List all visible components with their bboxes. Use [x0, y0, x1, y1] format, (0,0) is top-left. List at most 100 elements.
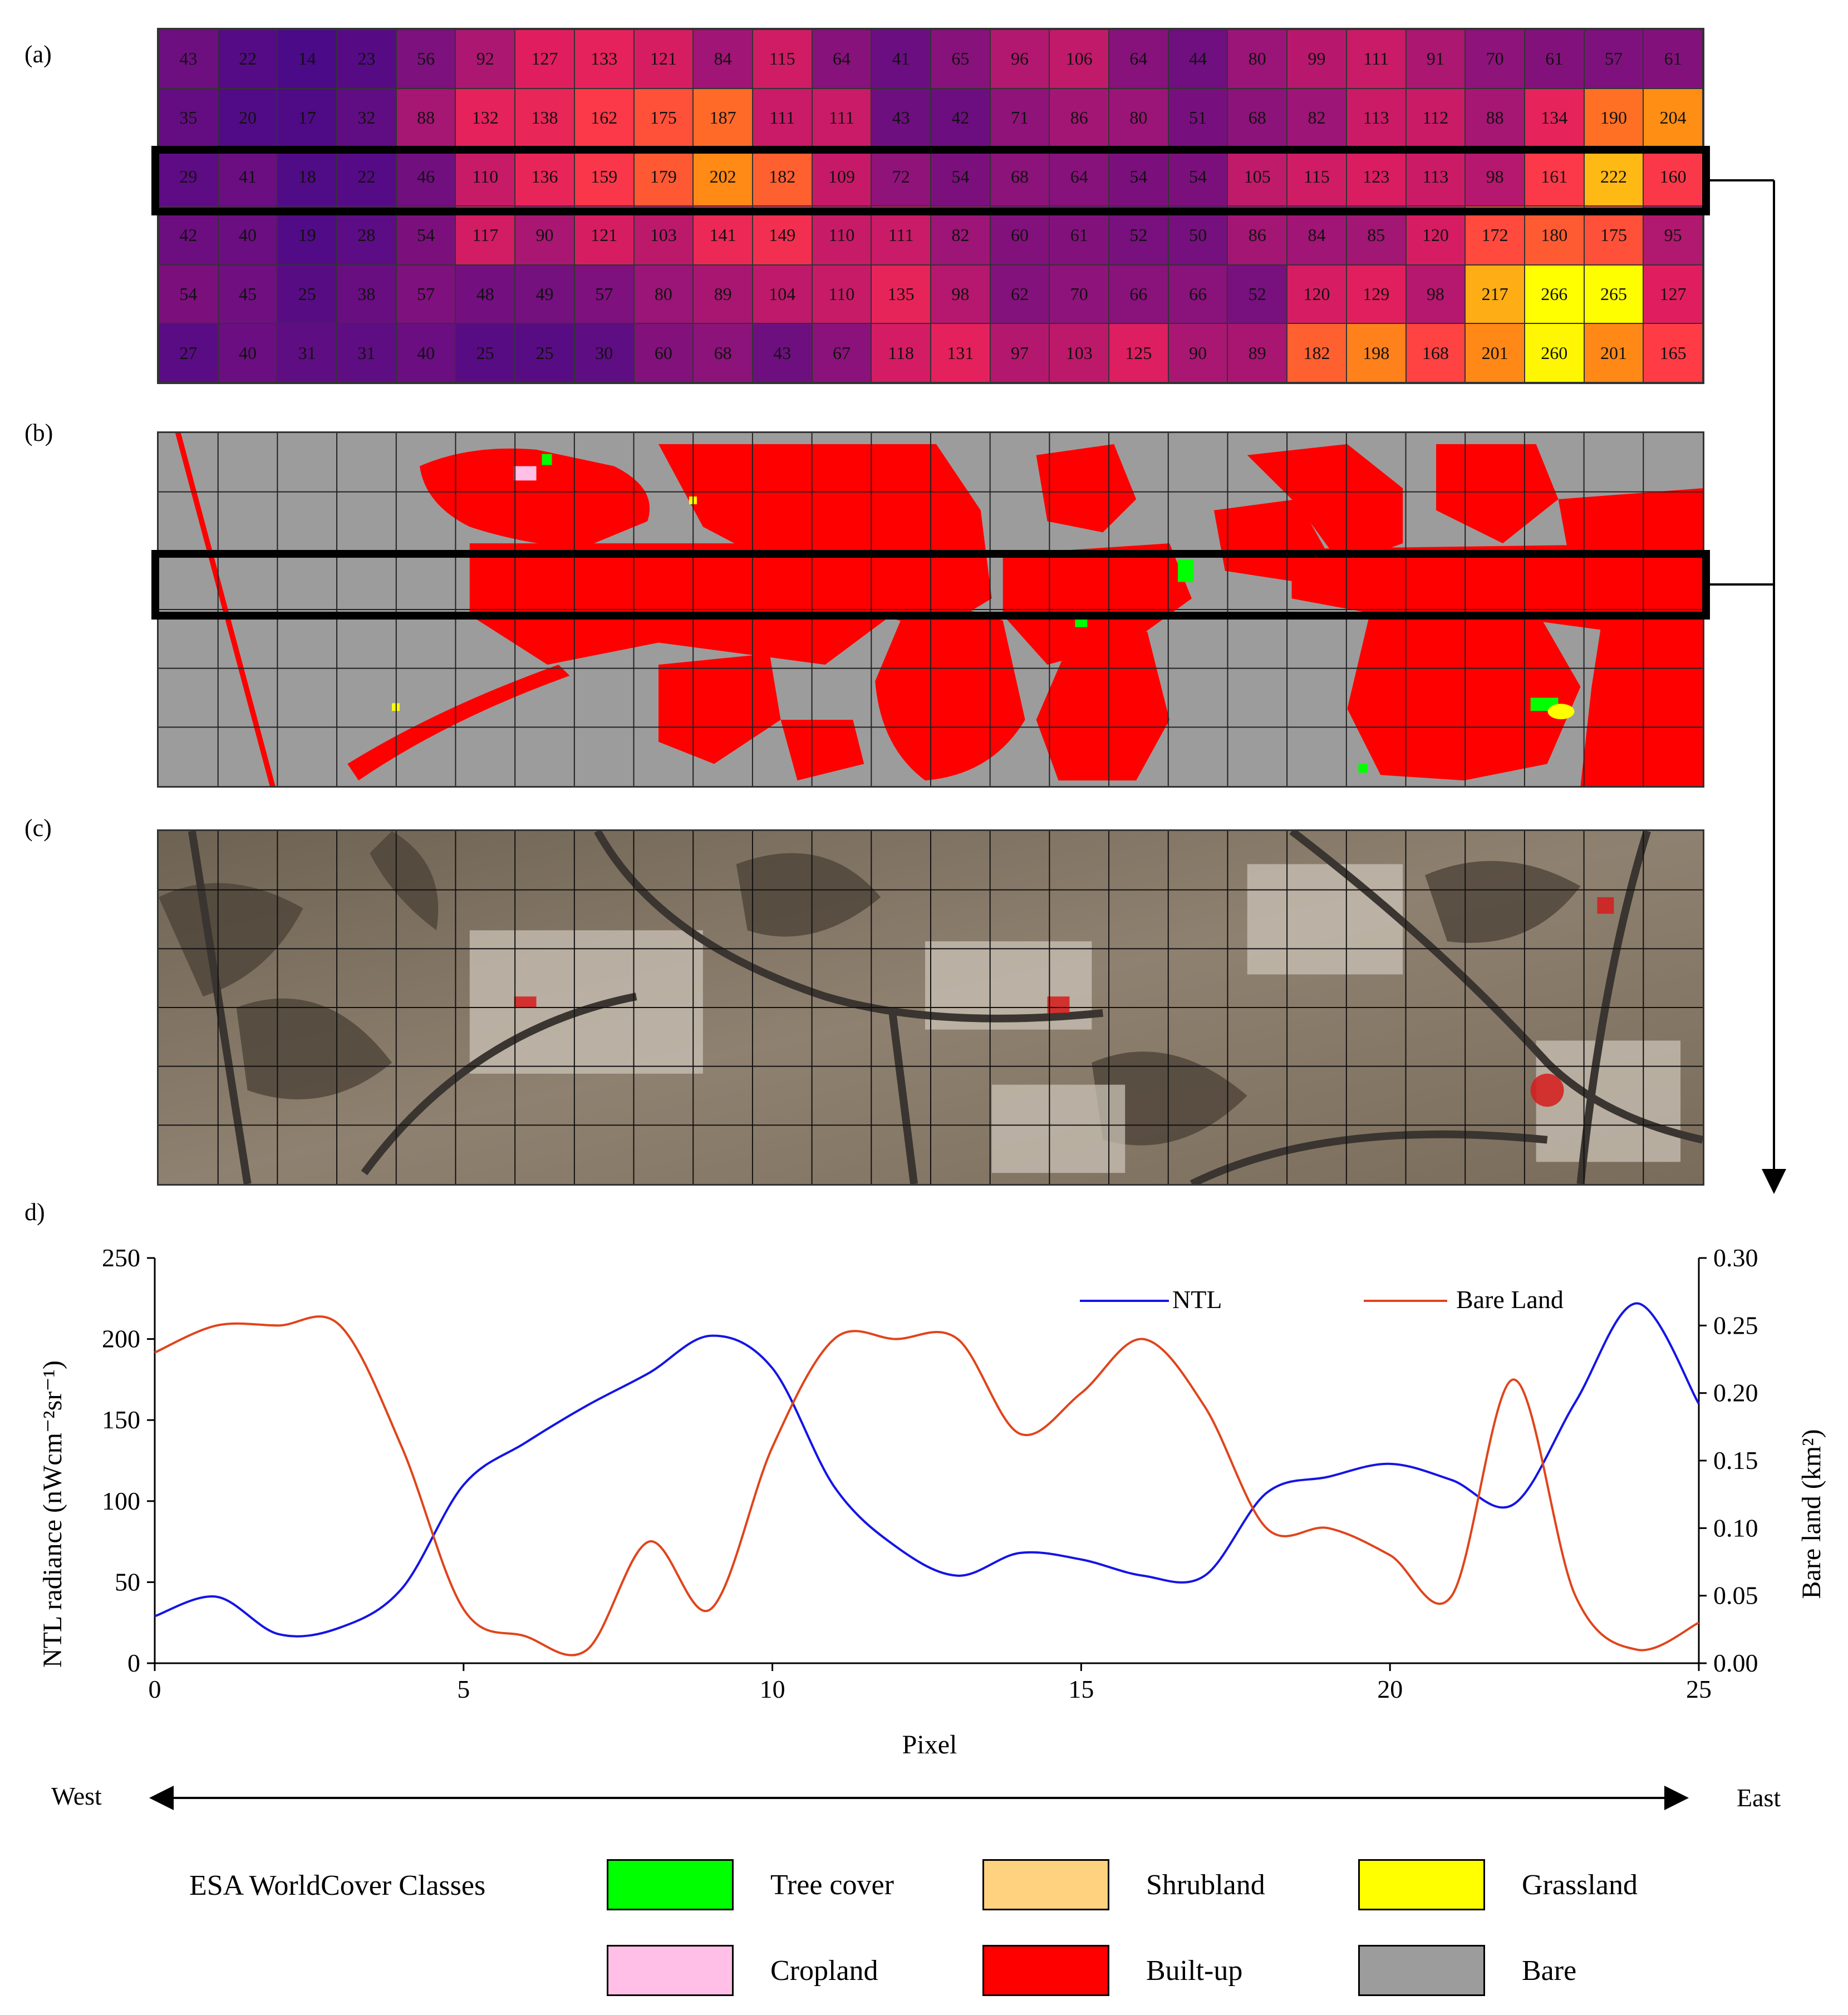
heatmap-cell: 109: [812, 147, 872, 206]
heatmap-cell: 31: [337, 323, 396, 382]
heatmap-cell: 67: [812, 323, 872, 382]
heatmap-cell: 66: [1109, 264, 1168, 324]
heatmap-cell: 84: [1287, 205, 1346, 265]
heatmap-cell: 61: [1643, 30, 1703, 89]
heatmap-cell: 88: [396, 88, 456, 148]
heatmap-cell: 120: [1405, 205, 1466, 265]
heatmap-cell: 28: [337, 205, 396, 265]
heatmap-cell: 117: [455, 205, 515, 265]
heatmap-cell: 175: [633, 88, 694, 148]
heatmap-cell: 111: [752, 88, 812, 148]
heatmap-cell: 95: [1643, 205, 1703, 265]
legend-label-shrubland: Shrubland: [1146, 1869, 1265, 1901]
heatmap-cell: 96: [990, 30, 1050, 89]
heatmap-cell: 90: [515, 205, 574, 265]
panel-label-c: (c): [24, 814, 52, 842]
heatmap-cell: 23: [337, 30, 396, 89]
panel-label-a: (a): [24, 41, 52, 68]
heatmap-cell: 90: [1168, 323, 1228, 382]
heatmap-cell: 70: [1465, 30, 1525, 89]
heatmap-cell: 57: [396, 264, 456, 324]
heatmap-cell: 162: [574, 88, 634, 148]
worldcover-map-graphic: [159, 433, 1703, 786]
legend-label-built-up: Built-up: [1146, 1954, 1243, 1987]
heatmap-cell: 38: [337, 264, 396, 324]
legend-swatch-built-up: [982, 1945, 1109, 1996]
heatmap-cell: 25: [515, 323, 574, 382]
grid-lines-b: [159, 433, 1703, 786]
heatmap-cell: 201: [1465, 323, 1525, 382]
heatmap-cell: 217: [1465, 264, 1525, 324]
legend-swatch-tree-cover: [607, 1859, 734, 1910]
x-tick-label: 15: [1068, 1675, 1094, 1703]
y-tick-label-right: 0.20: [1713, 1379, 1758, 1407]
heatmap-cell: 57: [1584, 30, 1644, 89]
heatmap-cell: 27: [159, 323, 218, 382]
heatmap-cell: 42: [930, 88, 990, 148]
heatmap-cell: 18: [277, 147, 337, 206]
heatmap-cell: 68: [1227, 88, 1287, 148]
bare-land-series-line: [154, 1315, 1699, 1657]
y-tick-label-left: 100: [102, 1487, 140, 1515]
down-arrow-head: [1762, 1169, 1786, 1194]
heatmap-cell: 113: [1405, 147, 1466, 206]
heatmap-cell: 30: [574, 323, 634, 382]
heatmap-cell: 82: [1287, 88, 1346, 148]
legend-title: ESA WorldCover Classes: [189, 1870, 486, 1901]
heatmap-cell: 42: [159, 205, 218, 265]
heatmap-cell: 51: [1168, 88, 1228, 148]
heatmap-cell: 19: [277, 205, 337, 265]
heatmap-cell: 97: [990, 323, 1050, 382]
heatmap-cell: 135: [871, 264, 931, 324]
satellite-image-graphic: [159, 831, 1703, 1184]
heatmap-cell: 110: [812, 264, 872, 324]
heatmap-cell: 49: [515, 264, 574, 324]
heatmap-cell: 80: [1109, 88, 1168, 148]
heatmap-cell: 129: [1346, 264, 1406, 324]
legend-item-cropland: Cropland: [607, 1945, 878, 1996]
legend-item-grassland: Grassland: [1358, 1859, 1638, 1910]
heatmap-cell: 121: [633, 30, 694, 89]
heatmap-cell: 50: [1168, 205, 1228, 265]
heatmap-cell: 54: [1109, 147, 1168, 206]
heatmap-cell: 112: [1405, 88, 1466, 148]
heatmap-cell: 204: [1643, 88, 1703, 148]
heatmap-cell: 20: [218, 88, 278, 148]
west-label: West: [51, 1782, 102, 1810]
heatmap-cell: 32: [337, 88, 396, 148]
heatmap-cell: 40: [396, 323, 456, 382]
heatmap-cell: 168: [1405, 323, 1466, 382]
heatmap-cell: 14: [277, 30, 337, 89]
panel-label-b: (b): [24, 419, 53, 446]
heatmap-cell: 85: [1346, 205, 1406, 265]
heatmap-cell: 132: [455, 88, 515, 148]
heatmap-cell: 92: [455, 30, 515, 89]
heatmap-cell: 62: [990, 264, 1050, 324]
heatmap-cell: 82: [930, 205, 990, 265]
heatmap-cell: 57: [574, 264, 634, 324]
heatmap-cell: 41: [218, 147, 278, 206]
heatmap-cell: 160: [1643, 147, 1703, 206]
legend-swatch-grassland: [1358, 1859, 1485, 1910]
y-tick-label-right: 0.30: [1713, 1244, 1758, 1272]
heatmap-cell: 41: [871, 30, 931, 89]
heatmap-cell: 64: [812, 30, 872, 89]
highlight-row-box-a: [151, 146, 1710, 215]
y-axis-title-left: NTL radiance (nWcm⁻²sr⁻¹): [38, 1360, 67, 1668]
ntl-bareland-line-chart: 0 5 10 15 20 250501001502002500.000.050.100.1…: [38, 1244, 1826, 1760]
legend-label-cropland: Cropland: [770, 1954, 878, 1987]
x-tick-label: 0: [149, 1675, 161, 1703]
heatmap-cell: 98: [1405, 264, 1466, 324]
heatmap-cell: 25: [277, 264, 337, 324]
heatmap-cell: 123: [1346, 147, 1406, 206]
legend-item-tree-cover: Tree cover: [607, 1859, 894, 1910]
heatmap-cell: 182: [1287, 323, 1346, 382]
legend-item-shrubland: Shrubland: [982, 1859, 1265, 1910]
heatmap-cell: 40: [218, 205, 278, 265]
heatmap-cell: 61: [1524, 30, 1584, 89]
legend-label-bare: Bare: [1522, 1954, 1577, 1987]
heatmap-cell: 136: [515, 147, 574, 206]
heatmap-cell: 106: [1049, 30, 1109, 89]
west-east-arrow: [149, 1786, 1689, 1810]
heatmap-cell: 99: [1287, 30, 1346, 89]
